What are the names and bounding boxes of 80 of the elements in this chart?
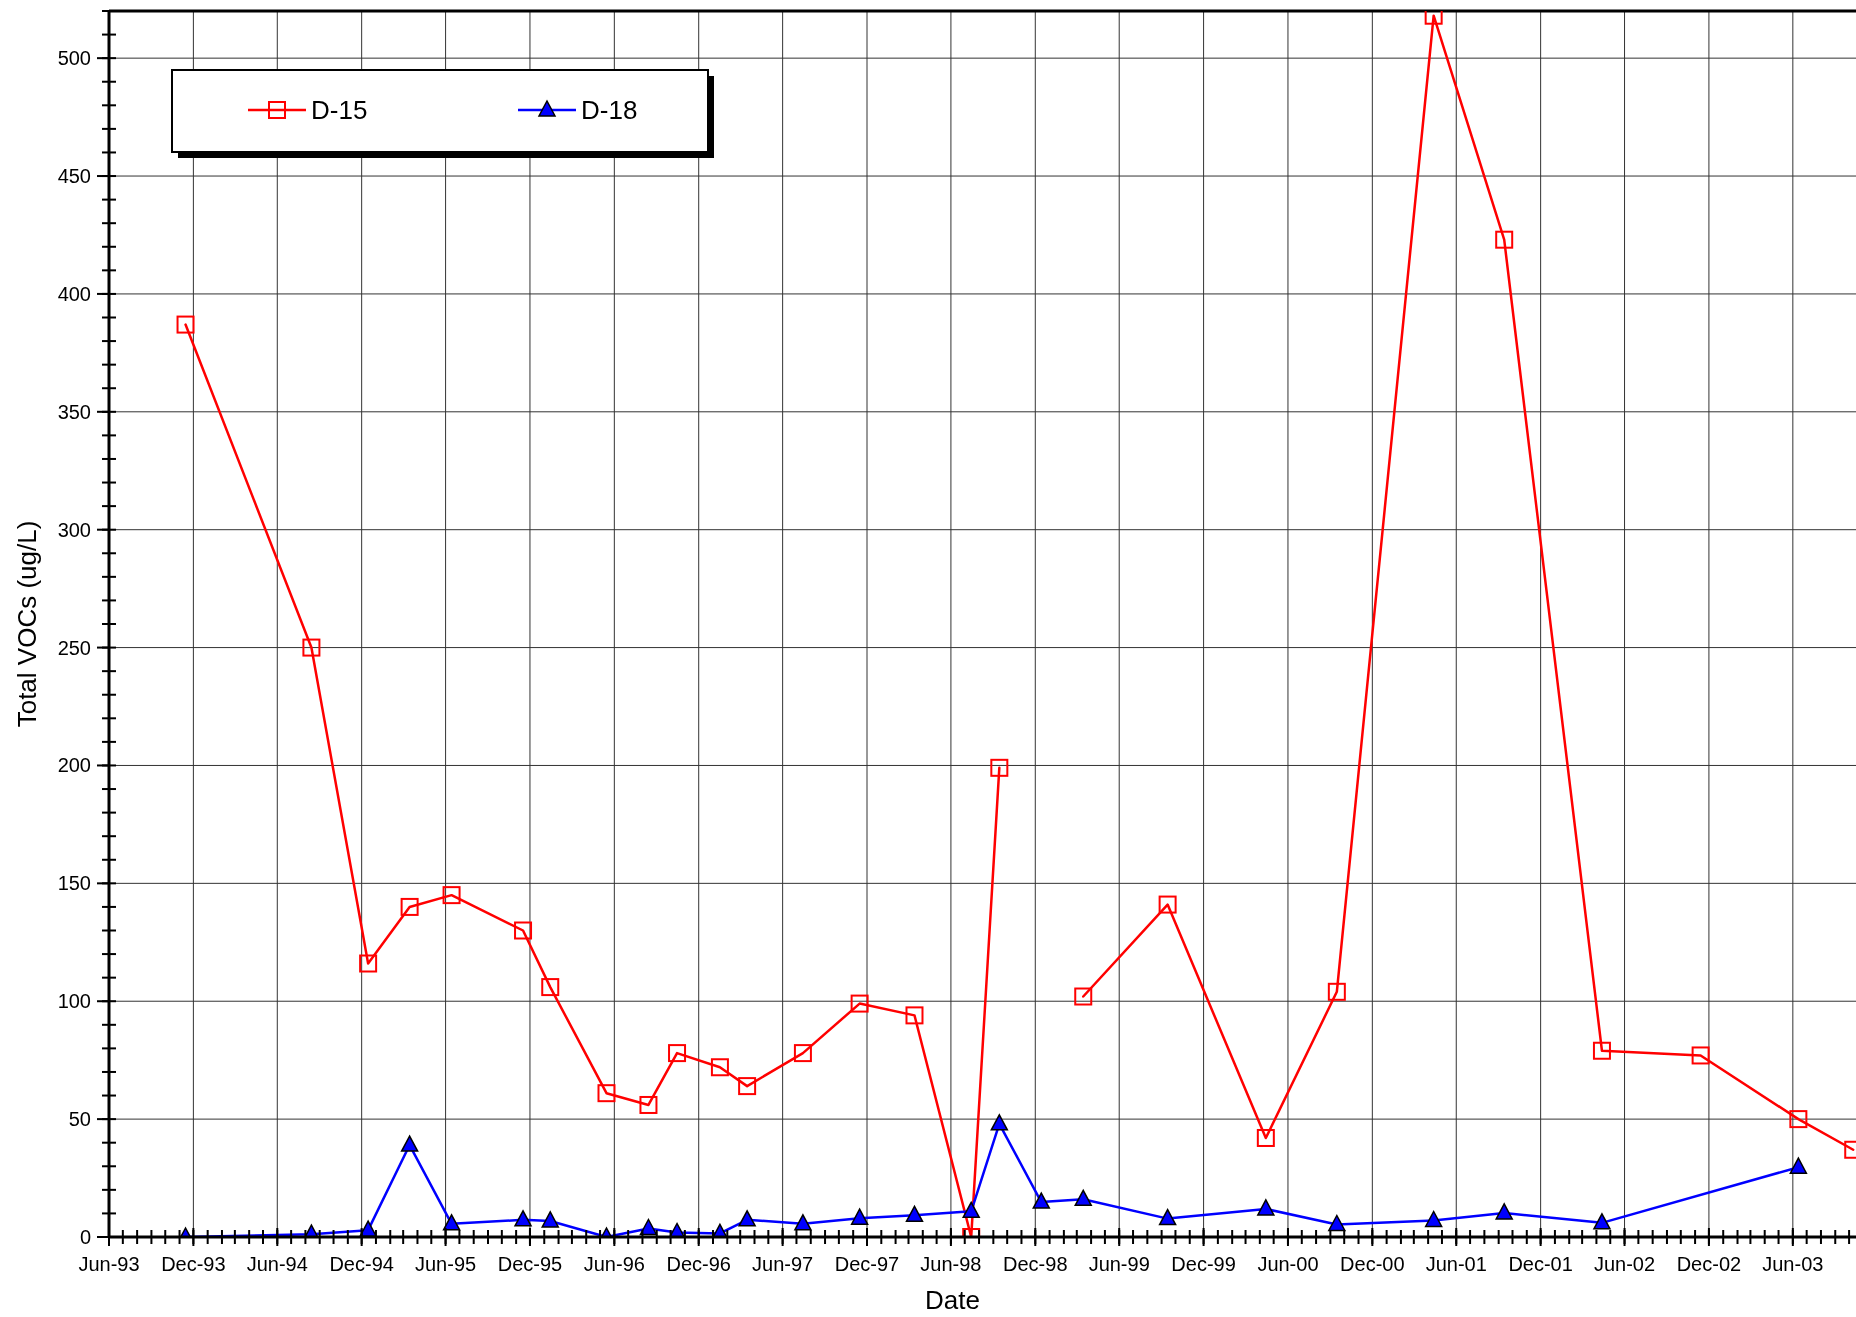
point	[738, 1210, 756, 1227]
point	[1495, 1203, 1513, 1220]
x-tick-label: Dec-94	[329, 1253, 394, 1275]
x-tick-label: Jun-03	[1762, 1253, 1824, 1275]
y-tick-label: 0	[79, 1226, 91, 1248]
x-tick-label: Dec-00	[1340, 1253, 1405, 1275]
point	[850, 994, 869, 1013]
point	[597, 1084, 616, 1103]
x-tick-label: Jun-95	[415, 1253, 477, 1275]
x-tick-label: Dec-98	[1003, 1253, 1068, 1275]
point	[514, 921, 533, 940]
x-tick-label: Jun-96	[583, 1253, 645, 1275]
point	[905, 1205, 924, 1223]
point	[710, 1058, 729, 1077]
x-tick-label: Dec-99	[1171, 1253, 1236, 1275]
point	[905, 1006, 924, 1025]
x-tick-label: Jun-94	[246, 1253, 308, 1275]
point	[1495, 230, 1514, 249]
x-tick-label: Jun-02	[1593, 1253, 1656, 1275]
point	[738, 1077, 757, 1096]
x-tick-label: Dec-95	[497, 1253, 563, 1275]
point	[794, 1214, 812, 1231]
point	[1328, 1214, 1346, 1232]
y-tick-label: 400	[57, 282, 91, 305]
point	[850, 1208, 869, 1225]
point	[400, 897, 419, 916]
y-tick-label: 350	[57, 400, 91, 423]
point	[990, 758, 1009, 777]
point	[176, 315, 195, 334]
x-tick-label: Dec-01	[1508, 1253, 1573, 1275]
y-tick-label: 450	[57, 165, 91, 188]
point	[442, 886, 461, 905]
point	[541, 978, 560, 997]
point	[990, 1114, 1009, 1131]
legend-label: D-15	[311, 95, 368, 125]
x-tick-label: Dec-96	[666, 1253, 731, 1275]
legend-label: D-18	[581, 95, 638, 125]
point	[1257, 1199, 1275, 1216]
y-tick-label: 300	[57, 518, 91, 541]
x-tick-label: Dec-02	[1676, 1253, 1742, 1275]
y-tick-label: 150	[57, 872, 91, 895]
x-tick-label: Jun-93	[78, 1253, 140, 1275]
x-tick-label: Jun-98	[920, 1253, 982, 1275]
y-tick-label: 500	[57, 47, 91, 70]
y-tick-label: 250	[57, 636, 91, 659]
y-axis-title: Total VOCs (ug/L)	[12, 520, 42, 728]
point	[668, 1044, 687, 1063]
x-tick-label: Jun-99	[1088, 1253, 1150, 1275]
point	[639, 1095, 658, 1114]
y-tick-label: 50	[68, 1108, 91, 1131]
point	[1158, 1208, 1177, 1226]
point	[400, 1135, 419, 1152]
point	[1593, 1213, 1611, 1230]
point	[1074, 1189, 1092, 1207]
point	[1789, 1157, 1808, 1174]
x-tick-label: Jun-01	[1425, 1253, 1487, 1275]
point	[793, 1044, 812, 1063]
x-tick-label: Jun-97	[752, 1253, 814, 1275]
point	[962, 1201, 980, 1219]
point	[1424, 1210, 1443, 1228]
x-tick-label: Dec-97	[834, 1253, 900, 1275]
point	[1789, 1110, 1808, 1129]
point	[359, 954, 378, 973]
point	[1032, 1192, 1051, 1209]
point	[541, 1211, 559, 1228]
y-tick-label: 100	[57, 990, 91, 1013]
x-tick-label: Jun-00	[1257, 1253, 1319, 1275]
point	[1074, 987, 1093, 1006]
point	[1158, 895, 1177, 914]
point	[639, 1218, 658, 1236]
point	[1256, 1128, 1275, 1147]
point	[302, 638, 321, 657]
x-axis-title: Date	[925, 1285, 980, 1315]
point	[1327, 982, 1346, 1001]
x-tick-label: Dec-93	[161, 1253, 226, 1275]
point	[1592, 1041, 1611, 1060]
y-tick-label: 200	[57, 754, 91, 777]
point	[442, 1214, 461, 1231]
point	[1691, 1046, 1710, 1065]
point	[514, 1210, 532, 1227]
